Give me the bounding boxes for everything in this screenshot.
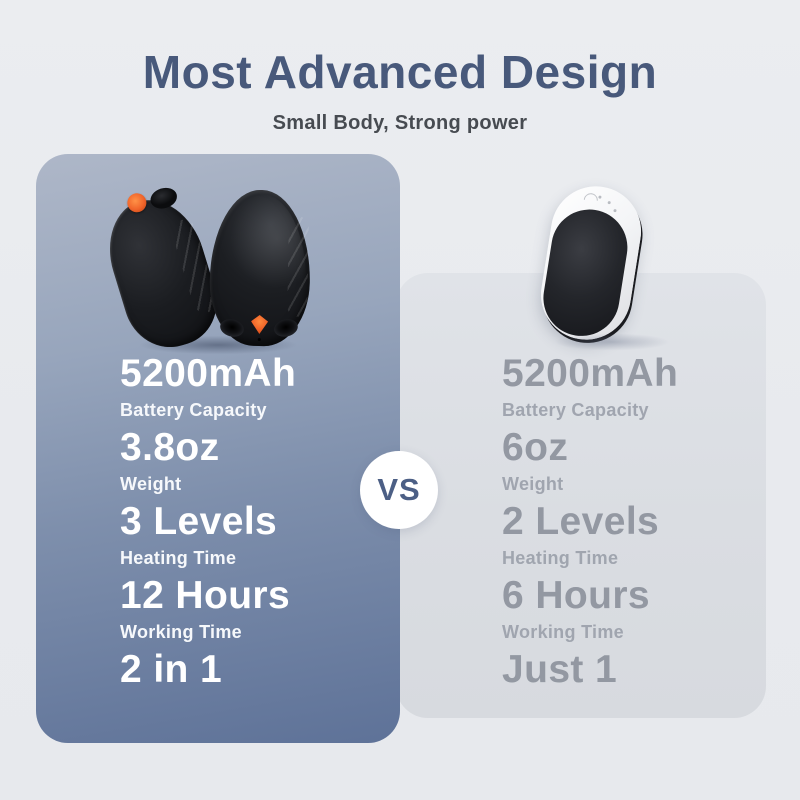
spec-value: 12 Hours xyxy=(120,574,291,617)
spec-heating-levels: 3 Levels Heating Time xyxy=(120,500,390,570)
page-subtitle: Small Body, Strong power xyxy=(272,112,528,134)
device-shadow xyxy=(532,330,692,354)
device-front-face xyxy=(537,204,633,342)
power-button-icon xyxy=(125,190,149,215)
spec-value: Just 1 xyxy=(502,648,618,691)
vs-label: VS xyxy=(377,472,421,507)
spec-weight: 6oz Weight xyxy=(502,426,772,496)
spec-label: Working Time xyxy=(120,622,242,642)
hand-warmer-front-device-image xyxy=(208,189,312,347)
spec-label: Weight xyxy=(120,474,182,494)
spec-label: Working Time xyxy=(502,622,624,642)
spec-pack-count: Just 1 xyxy=(502,648,772,692)
competitor-panel: 5200mAh Battery Capacity 6oz Weight 2 Le… xyxy=(396,179,766,718)
single-hand-warmer-image xyxy=(534,179,648,347)
spec-battery: 5200mAh Battery Capacity xyxy=(120,352,390,422)
spec-value: 5200mAh xyxy=(120,352,297,395)
spec-pack-count: 2 in 1 xyxy=(120,648,390,692)
top-button-bump xyxy=(147,184,180,212)
spec-label: Battery Capacity xyxy=(502,400,649,420)
spec-value: 5200mAh xyxy=(502,352,679,395)
pinhole-icon xyxy=(257,337,261,342)
page-title: Most Advanced Design xyxy=(142,46,658,98)
vs-badge: VS xyxy=(360,451,438,529)
spec-value: 3 Levels xyxy=(120,500,278,543)
led-indicator-icon xyxy=(598,195,602,199)
featured-product-panel: 5200mAh Battery Capacity 3.8oz Weight 3 … xyxy=(36,154,400,743)
spec-value: 6 Hours xyxy=(502,574,651,617)
spec-working-time: 6 Hours Working Time xyxy=(502,574,772,644)
spec-value: 2 in 1 xyxy=(120,648,223,691)
spec-label: Heating Time xyxy=(120,548,237,568)
grip-ribs-texture xyxy=(287,216,309,317)
spec-value: 3.8oz xyxy=(120,426,220,469)
spec-weight: 3.8oz Weight xyxy=(120,426,390,496)
spec-value: 6oz xyxy=(502,426,569,469)
power-arc-icon xyxy=(580,190,601,211)
spec-label: Heating Time xyxy=(502,548,619,568)
spec-battery: 5200mAh Battery Capacity xyxy=(502,352,772,422)
featured-specs: 5200mAh Battery Capacity 3.8oz Weight 3 … xyxy=(120,352,390,696)
spec-label: Weight xyxy=(502,474,564,494)
spec-heating-levels: 2 Levels Heating Time xyxy=(502,500,772,570)
spec-value: 2 Levels xyxy=(502,500,660,543)
competitor-specs: 5200mAh Battery Capacity 6oz Weight 2 Le… xyxy=(502,352,772,696)
led-indicator-icon xyxy=(607,200,611,205)
led-indicator-icon xyxy=(613,208,617,213)
spec-working-time: 12 Hours Working Time xyxy=(120,574,390,644)
spec-label: Battery Capacity xyxy=(120,400,267,420)
